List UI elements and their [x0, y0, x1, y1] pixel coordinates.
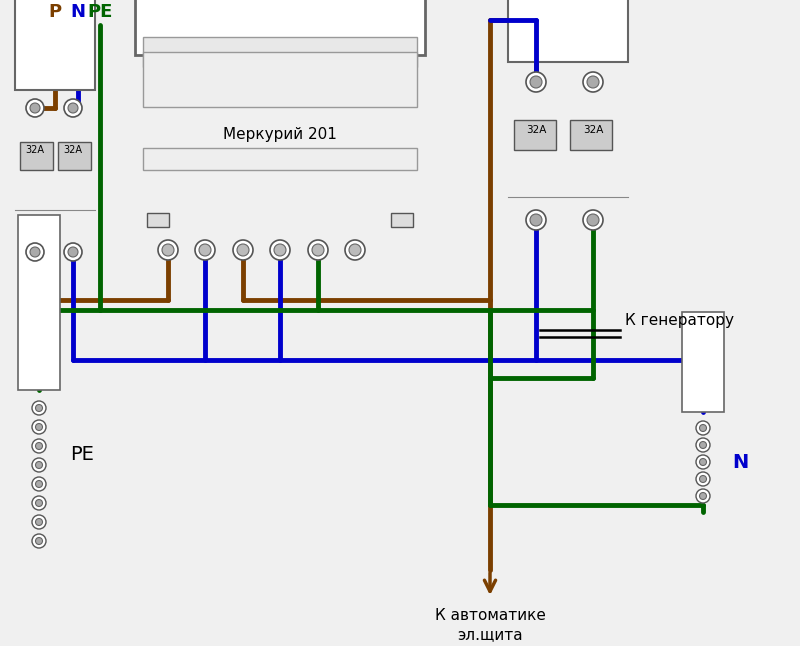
Circle shape — [32, 401, 46, 415]
Circle shape — [32, 534, 46, 548]
Circle shape — [274, 244, 286, 256]
Text: 32A: 32A — [526, 125, 546, 135]
Circle shape — [349, 244, 361, 256]
Circle shape — [35, 461, 42, 468]
Circle shape — [199, 244, 211, 256]
Circle shape — [530, 214, 542, 226]
Circle shape — [583, 210, 603, 230]
Circle shape — [587, 214, 599, 226]
Text: N: N — [70, 3, 86, 21]
Circle shape — [526, 210, 546, 230]
Circle shape — [30, 247, 40, 257]
Circle shape — [696, 421, 710, 435]
Bar — [391, 213, 413, 227]
Circle shape — [162, 244, 174, 256]
Circle shape — [233, 240, 253, 260]
Text: N: N — [732, 452, 748, 472]
Text: 32A: 32A — [583, 125, 603, 135]
Text: эл.щита: эл.щита — [457, 627, 523, 643]
Circle shape — [696, 455, 710, 469]
Circle shape — [68, 247, 78, 257]
Bar — [143, 148, 417, 170]
Circle shape — [270, 240, 290, 260]
Text: К генератору: К генератору — [625, 313, 734, 328]
Circle shape — [64, 99, 82, 117]
Bar — [143, 52, 417, 107]
Circle shape — [312, 244, 324, 256]
Circle shape — [308, 240, 328, 260]
Circle shape — [35, 499, 42, 506]
Bar — [570, 120, 612, 150]
Text: К автоматике: К автоматике — [434, 607, 546, 623]
Circle shape — [158, 240, 178, 260]
Circle shape — [32, 496, 46, 510]
Circle shape — [30, 103, 40, 113]
Bar — [20, 142, 53, 170]
Bar — [682, 312, 724, 412]
Circle shape — [32, 477, 46, 491]
Circle shape — [587, 76, 599, 88]
Circle shape — [583, 72, 603, 92]
Circle shape — [526, 72, 546, 92]
Text: P: P — [49, 3, 62, 21]
Circle shape — [35, 537, 42, 545]
Bar — [147, 213, 169, 227]
Circle shape — [32, 439, 46, 453]
Bar — [143, 37, 417, 67]
Circle shape — [64, 243, 82, 261]
Circle shape — [195, 240, 215, 260]
Circle shape — [32, 515, 46, 529]
Circle shape — [35, 443, 42, 450]
Circle shape — [68, 103, 78, 113]
Bar — [508, 0, 628, 62]
Text: PE: PE — [70, 446, 94, 464]
Circle shape — [696, 472, 710, 486]
Bar — [15, 0, 95, 90]
Circle shape — [32, 458, 46, 472]
Circle shape — [699, 459, 706, 466]
Bar — [135, 0, 425, 55]
Circle shape — [530, 76, 542, 88]
Circle shape — [35, 404, 42, 412]
Circle shape — [699, 475, 706, 483]
Text: 32A: 32A — [26, 145, 45, 155]
Bar — [58, 142, 91, 170]
Circle shape — [35, 519, 42, 525]
Text: PE: PE — [87, 3, 113, 21]
Text: Меркурий 201: Меркурий 201 — [223, 127, 337, 141]
Circle shape — [345, 240, 365, 260]
Circle shape — [696, 438, 710, 452]
Circle shape — [26, 99, 44, 117]
Circle shape — [32, 420, 46, 434]
Bar — [18, 215, 60, 390]
Circle shape — [35, 424, 42, 430]
Circle shape — [699, 441, 706, 448]
Circle shape — [26, 243, 44, 261]
Circle shape — [699, 424, 706, 432]
Text: 32A: 32A — [63, 145, 82, 155]
Circle shape — [35, 481, 42, 488]
Circle shape — [696, 489, 710, 503]
Bar — [514, 120, 556, 150]
Circle shape — [699, 492, 706, 499]
Circle shape — [237, 244, 249, 256]
